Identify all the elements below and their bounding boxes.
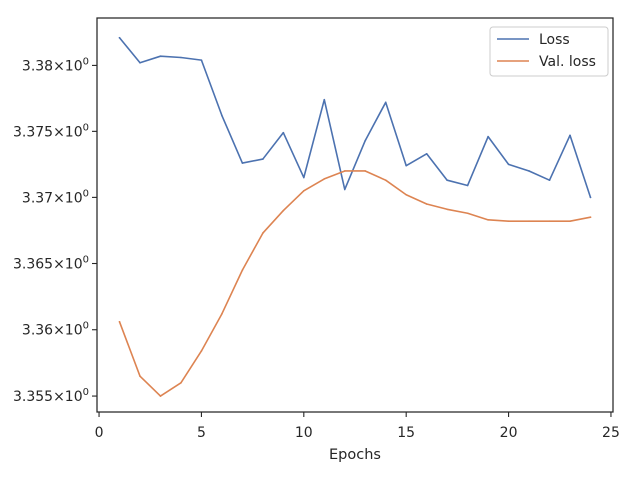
data-point bbox=[507, 163, 510, 166]
data-point bbox=[221, 114, 223, 117]
data-point bbox=[241, 162, 244, 164]
data-point bbox=[221, 313, 223, 315]
data-point bbox=[282, 131, 285, 134]
data-point bbox=[200, 350, 203, 352]
y-tick-label: 3.38×100 bbox=[22, 56, 89, 74]
y-axis: 3.355×100 3.36×100 3.365×100 3.37×100 3.375×… bbox=[13, 56, 97, 405]
y-tick-label: 3.36×100 bbox=[22, 321, 89, 339]
series-layer bbox=[118, 36, 592, 397]
x-tick-label: 20 bbox=[500, 425, 518, 441]
data-point bbox=[303, 176, 305, 179]
data-point bbox=[589, 216, 592, 219]
data-point bbox=[487, 219, 489, 221]
data-point bbox=[180, 381, 182, 384]
data-point bbox=[405, 193, 407, 196]
series-line-1 bbox=[118, 170, 592, 397]
y-tick-label: 3.375×100 bbox=[13, 122, 89, 140]
data-point bbox=[507, 220, 510, 222]
x-tick-label: 5 bbox=[197, 425, 206, 441]
data-point bbox=[343, 188, 346, 191]
data-point bbox=[569, 220, 571, 222]
x-tick-label: 10 bbox=[295, 425, 313, 441]
data-point bbox=[466, 212, 469, 215]
data-point bbox=[528, 220, 530, 222]
data-point bbox=[384, 179, 387, 181]
data-point bbox=[548, 220, 551, 222]
data-point bbox=[425, 203, 428, 205]
y-tick-label: 3.365×100 bbox=[13, 255, 89, 273]
data-point bbox=[364, 139, 367, 142]
y-tick-label: 3.355×100 bbox=[13, 387, 89, 405]
data-point bbox=[405, 164, 407, 167]
y-tick-label: 3.37×100 bbox=[22, 188, 89, 206]
legend: Loss Val. loss bbox=[489, 26, 609, 77]
legend-label-loss: Loss bbox=[539, 32, 570, 48]
plot-frame bbox=[96, 17, 614, 413]
data-point bbox=[262, 158, 264, 160]
data-point bbox=[384, 101, 387, 104]
data-point bbox=[262, 232, 264, 234]
x-tick-label: 15 bbox=[397, 425, 415, 441]
data-point bbox=[303, 189, 305, 192]
data-point bbox=[487, 135, 489, 138]
x-axis: 0 5 10 15 20 25 bbox=[95, 412, 620, 441]
legend-label-val-loss: Val. loss bbox=[539, 54, 596, 70]
data-point bbox=[425, 152, 428, 155]
x-axis-title: Epochs bbox=[329, 447, 381, 463]
data-point bbox=[364, 170, 367, 172]
data-point bbox=[589, 196, 592, 199]
data-point bbox=[446, 179, 448, 181]
series-line-0 bbox=[118, 36, 592, 199]
data-point bbox=[528, 170, 530, 172]
data-point bbox=[180, 56, 182, 59]
data-point bbox=[323, 98, 326, 101]
data-point bbox=[282, 209, 285, 212]
data-point bbox=[446, 208, 448, 211]
data-point bbox=[323, 178, 326, 180]
data-point bbox=[200, 59, 203, 61]
data-point bbox=[118, 36, 121, 39]
data-point bbox=[343, 170, 346, 172]
data-point bbox=[548, 179, 551, 181]
data-point bbox=[241, 269, 244, 271]
data-point bbox=[159, 55, 162, 57]
data-point bbox=[466, 184, 469, 187]
data-point bbox=[569, 134, 571, 137]
x-tick-label: 25 bbox=[602, 425, 620, 441]
x-tick-label: 0 bbox=[95, 425, 104, 441]
data-point bbox=[139, 61, 141, 64]
data-point bbox=[118, 320, 121, 323]
data-point bbox=[159, 395, 162, 397]
data-point bbox=[139, 375, 141, 377]
